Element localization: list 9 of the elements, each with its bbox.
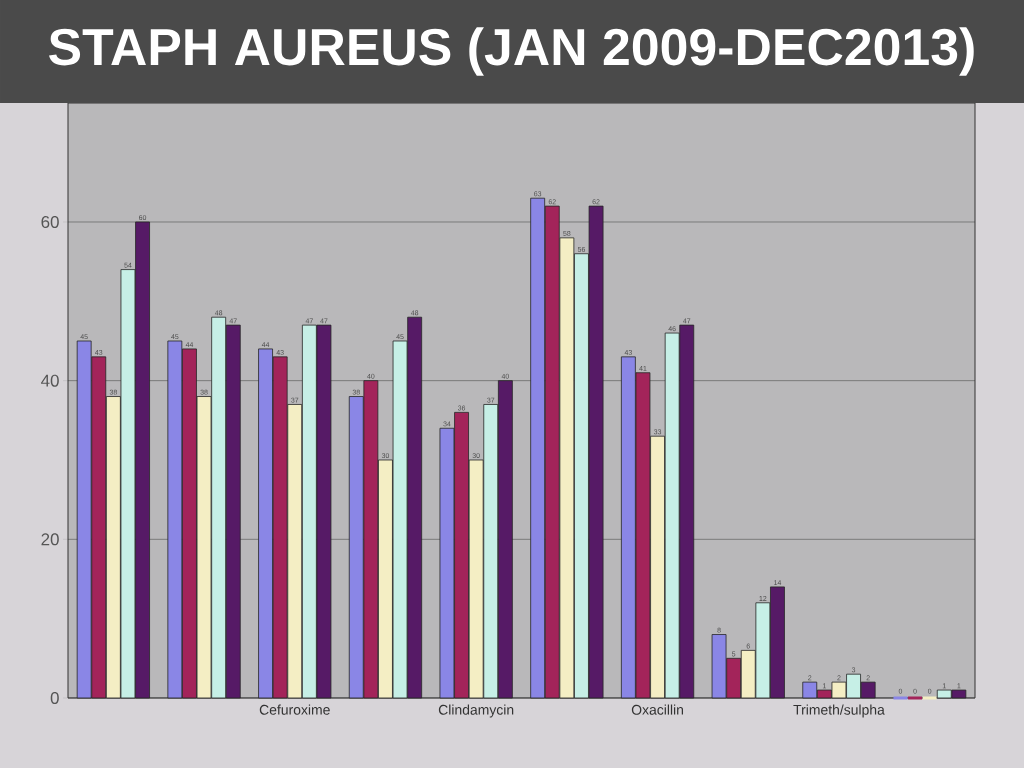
y-tick-label: 60 [41,215,59,228]
x-tick-label: Trimeth/sulpha [793,704,885,718]
chart-title: STAPH AUREUS (JAN 2009-DEC2013) [49,27,974,76]
x-tick-label: Clindamycin [438,704,514,718]
y-tick-label: 20 [41,533,59,546]
x-tick-label: Oxacillin [631,704,684,715]
x-tick-label: Cefuroxime [259,704,330,715]
y-tick-label: 0 [50,691,59,704]
y-tick-label: 40 [41,374,59,387]
